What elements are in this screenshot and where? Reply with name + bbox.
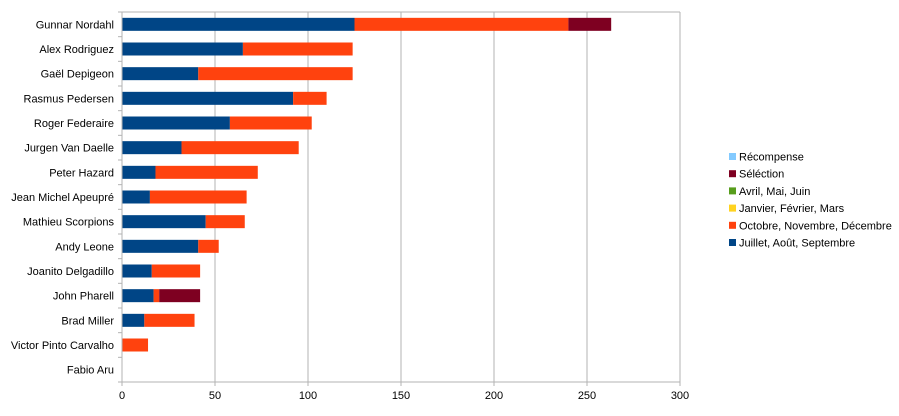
bar-gunnar-nordahl-series-1: [354, 17, 569, 31]
legend-swatch: [729, 221, 736, 229]
bar-peter-hazard-series-1: [155, 165, 258, 179]
category-label: Victor Pinto Carvalho: [11, 340, 114, 352]
category-label: Jurgen Van Daelle: [24, 143, 114, 155]
category-labels: Gunnar Nordahl Alex Rodriguez Gaël Depigeo…: [11, 19, 115, 376]
category-label: Brad Miller: [61, 315, 114, 327]
bar-alex-rodriguez-series-1: [242, 42, 353, 56]
bar-rasmus-pedersen-series-0: [122, 91, 294, 105]
bar-jurgen-van-daelle-series-0: [122, 141, 182, 155]
bar-roger-federaire-series-1: [229, 116, 312, 130]
x-tick-label: 100: [299, 390, 317, 402]
category-label: Gaël Depigeon: [41, 69, 114, 81]
category-label: Rasmus Pedersen: [24, 93, 115, 105]
category-label: Fabio Aru: [67, 365, 114, 377]
category-label: Andy Leone: [55, 241, 114, 253]
bar-brad-miller-series-1: [144, 313, 195, 327]
x-tick-label: 250: [578, 390, 596, 402]
bar-andy-leone-series-1: [198, 239, 219, 253]
bar-mathieu-scorpions-series-0: [122, 215, 206, 229]
category-label: Mathieu Scorpions: [23, 217, 115, 229]
bar-gunnar-nordahl-series-4: [568, 17, 612, 31]
category-label: Jean Michel Apeupré: [11, 192, 114, 204]
bar-ga-l-depigeon-series-1: [198, 67, 353, 81]
bar-jurgen-van-daelle-series-1: [181, 141, 299, 155]
bar-victor-pinto-carvalho-series-1: [122, 338, 149, 352]
x-tick-label: 200: [485, 390, 503, 402]
category-label: Gunnar Nordahl: [36, 19, 114, 31]
bar-andy-leone-series-0: [122, 239, 199, 253]
category-label: Peter Hazard: [49, 167, 114, 179]
legend-swatch: [729, 153, 736, 160]
x-tick-label: 300: [671, 390, 689, 402]
x-tick-label: 150: [392, 390, 410, 402]
legend-label: Octobre, Novembre, Décembre: [739, 220, 892, 232]
legend-label: Juillet, Août, Septembre: [739, 238, 855, 250]
legend-swatch: [729, 187, 736, 195]
category-label: John Pharell: [53, 291, 114, 303]
legend-label: Récompense: [739, 152, 804, 164]
bar-mathieu-scorpions-series-1: [205, 215, 245, 229]
category-label: Alex Rodriguez: [39, 44, 114, 56]
bar-joanito-delgadillo-series-0: [122, 264, 152, 278]
bar-roger-federaire-series-0: [122, 116, 230, 130]
bar-jean-michel-apeupr--series-0: [122, 190, 150, 204]
category-label: Roger Federaire: [34, 118, 114, 130]
bar-ga-l-depigeon-series-0: [122, 67, 199, 81]
legend-label: Janvier, Février, Mars: [739, 203, 845, 215]
legend-label: Séléction: [739, 169, 784, 181]
legend-label: Avril, Mai, Juin: [739, 186, 810, 198]
bar-rasmus-pedersen-series-1: [293, 91, 327, 105]
bar-brad-miller-series-0: [122, 313, 145, 327]
legend-swatch: [729, 239, 736, 246]
x-tick-label: 50: [209, 390, 221, 402]
bar-john-pharell-series-4: [159, 289, 201, 303]
x-tick-label: 0: [119, 390, 125, 402]
bar-alex-rodriguez-series-0: [122, 42, 243, 56]
bar-john-pharell-series-1: [153, 289, 160, 303]
axes: [118, 11, 681, 386]
bar-john-pharell-series-0: [122, 289, 154, 303]
legend-swatch: [729, 170, 736, 178]
bar-joanito-delgadillo-series-1: [151, 264, 201, 278]
bar-jean-michel-apeupr--series-1: [149, 190, 247, 204]
legend-swatch: [729, 204, 736, 212]
bar-peter-hazard-series-0: [122, 165, 156, 179]
bar-gunnar-nordahl-series-0: [122, 17, 355, 31]
x-tick-labels: 0 50 100 150 200 250 300: [119, 390, 689, 402]
legend: Récompense Séléction Avril, Mai, Juin Janvi…: [729, 152, 892, 250]
category-label: Joanito Delgadillo: [27, 266, 114, 278]
bars: [122, 17, 612, 352]
